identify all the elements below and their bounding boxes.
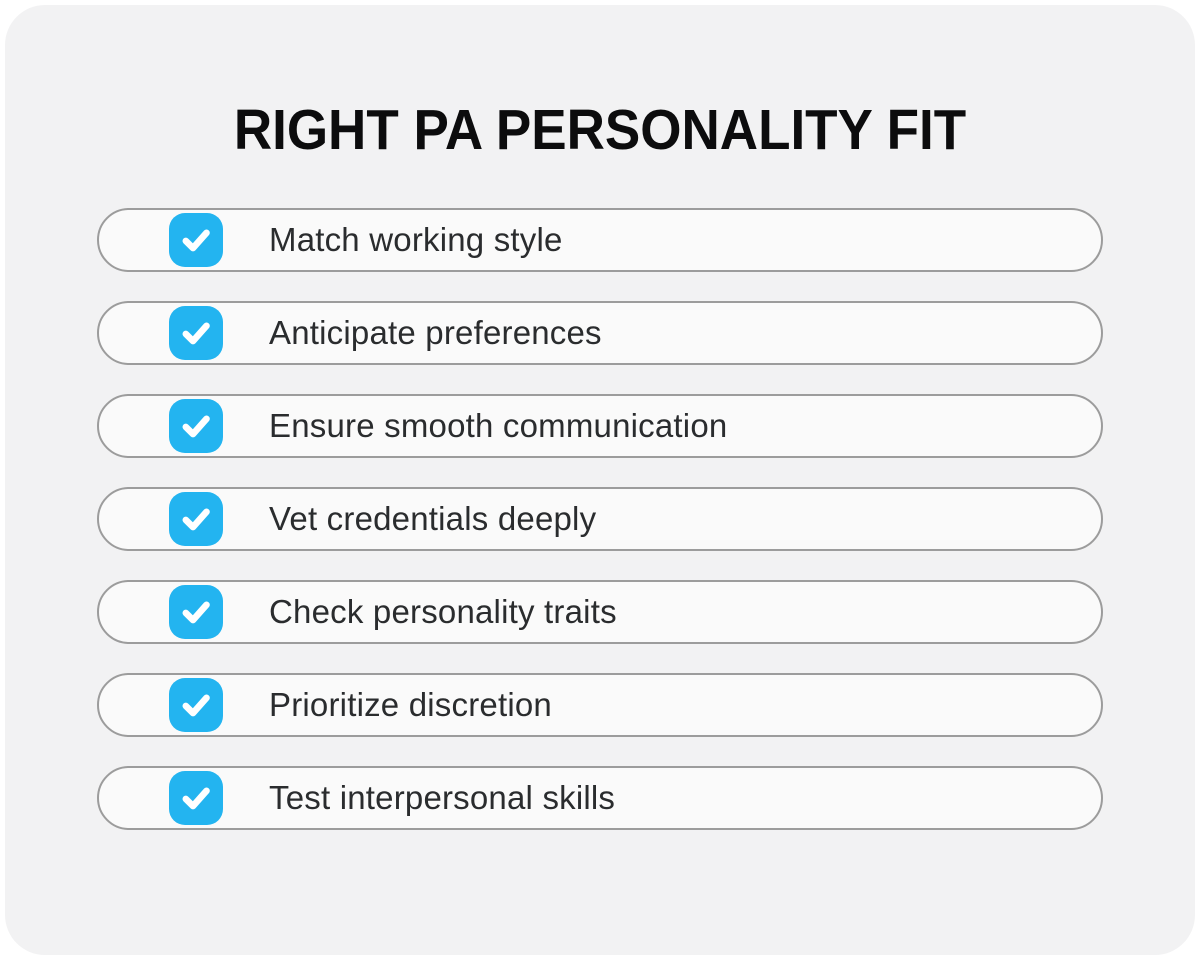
checkbox-checked-icon[interactable]	[169, 492, 223, 546]
checkbox-checked-icon[interactable]	[169, 771, 223, 825]
page-title: RIGHT PA PERSONALITY FIT	[233, 98, 967, 162]
checkbox-checked-icon[interactable]	[169, 678, 223, 732]
checkbox-checked-icon[interactable]	[169, 213, 223, 267]
checklist-item: Check personality traits	[97, 580, 1103, 644]
checklist-item: Anticipate preferences	[97, 301, 1103, 365]
checklist-item: Test interpersonal skills	[97, 766, 1103, 830]
checklist-item: Vet credentials deeply	[97, 487, 1103, 551]
checklist-item-label: Test interpersonal skills	[269, 779, 616, 816]
background-panel: RIGHT PA PERSONALITY FIT Match working s…	[5, 5, 1195, 955]
checklist-item-label: Anticipate preferences	[269, 314, 602, 351]
checklist-item-label: Check personality traits	[269, 593, 617, 630]
checklist-item: Match working style	[97, 208, 1103, 272]
checklist-item-label: Match working style	[269, 221, 563, 258]
checklist-item-label: Prioritize discretion	[269, 686, 552, 723]
checklist-item-label: Vet credentials deeply	[269, 500, 597, 537]
checklist: Match working style Anticipate preferenc…	[97, 208, 1103, 830]
checklist-item: Ensure smooth communication	[97, 394, 1103, 458]
checkbox-checked-icon[interactable]	[169, 399, 223, 453]
checklist-item-label: Ensure smooth communication	[269, 407, 728, 444]
checkbox-checked-icon[interactable]	[169, 306, 223, 360]
checklist-item: Prioritize discretion	[97, 673, 1103, 737]
checkbox-checked-icon[interactable]	[169, 585, 223, 639]
